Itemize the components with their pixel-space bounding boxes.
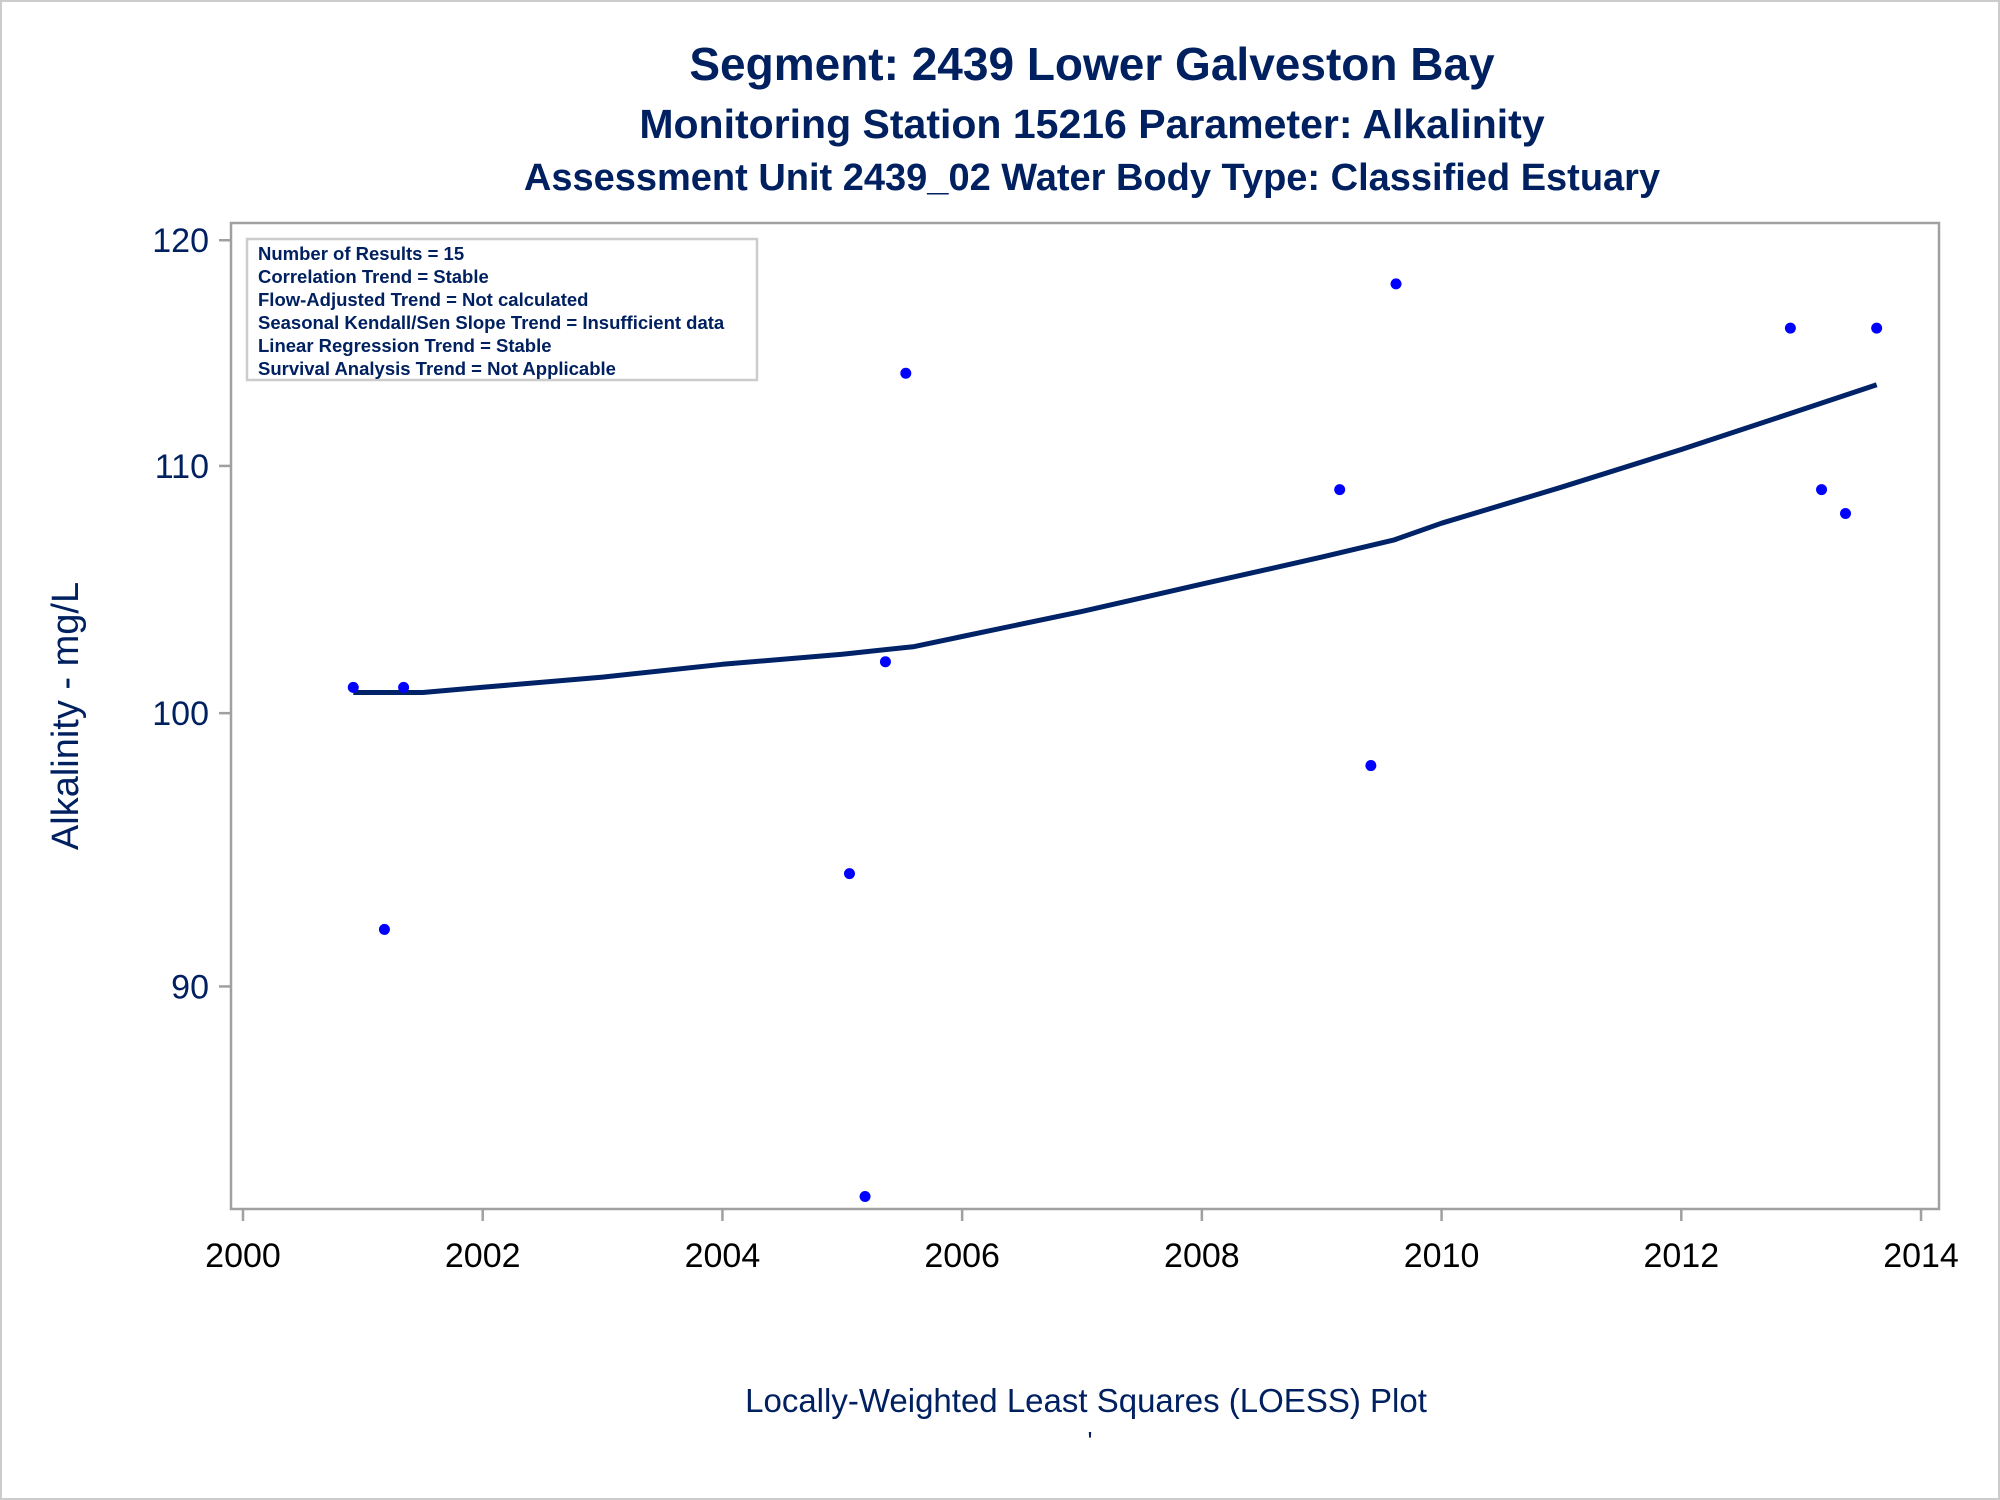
data-point (1390, 278, 1402, 290)
data-point (398, 681, 410, 693)
data-point (879, 656, 891, 668)
plot-frame (229, 221, 1941, 1211)
y-tick-label: 90 (171, 968, 209, 1006)
loess-curve (353, 382, 1878, 695)
footnote: ' (1088, 1426, 1093, 1456)
x-tick-label: 2002 (445, 1237, 521, 1275)
y-tick-label: 110 (155, 448, 209, 486)
data-point (843, 868, 855, 880)
data-point (859, 1190, 871, 1202)
data-point (1334, 484, 1346, 496)
y-tick-label: 100 (152, 695, 209, 733)
data-point (378, 923, 390, 935)
y-tick-label: 120 (152, 222, 209, 260)
data-point (900, 367, 912, 379)
stats-line: Survival Analysis Trend = Not Applicable (258, 358, 616, 379)
stats-line: Correlation Trend = Stable (258, 266, 489, 287)
y-axis-label: Alkalinity - mg/L (45, 582, 87, 850)
x-tick-label: 2012 (1643, 1237, 1719, 1275)
data-point (1871, 322, 1883, 334)
x-tick-label: 2006 (924, 1237, 1000, 1275)
x-tick-label: 2014 (1883, 1237, 1959, 1275)
x-tick-label: 2000 (205, 1237, 281, 1275)
chart-subtitle-2: Assessment Unit 2439_02 Water Body Type:… (524, 157, 1660, 199)
data-point (1840, 508, 1852, 520)
data-point (1365, 760, 1377, 772)
x-axis-label: Locally-Weighted Least Squares (LOESS) P… (745, 1382, 1427, 1419)
stats-line: Linear Regression Trend = Stable (258, 335, 552, 356)
data-point (347, 681, 359, 693)
data-point (1816, 484, 1828, 496)
chart-subtitle: Monitoring Station 15216 Parameter: Alka… (639, 101, 1544, 147)
stats-box-frame (245, 237, 759, 382)
stats-line: Flow-Adjusted Trend = Not calculated (258, 289, 588, 310)
stats-line: Number of Results = 15 (258, 243, 464, 264)
data-point (1784, 322, 1796, 334)
x-tick-label: 2004 (685, 1237, 761, 1275)
x-tick-label: 2010 (1404, 1237, 1480, 1275)
x-tick-label: 2008 (1164, 1237, 1240, 1275)
stats-line: Seasonal Kendall/Sen Slope Trend = Insuf… (258, 312, 725, 333)
chart-title: Segment: 2439 Lower Galveston Bay (689, 38, 1495, 90)
